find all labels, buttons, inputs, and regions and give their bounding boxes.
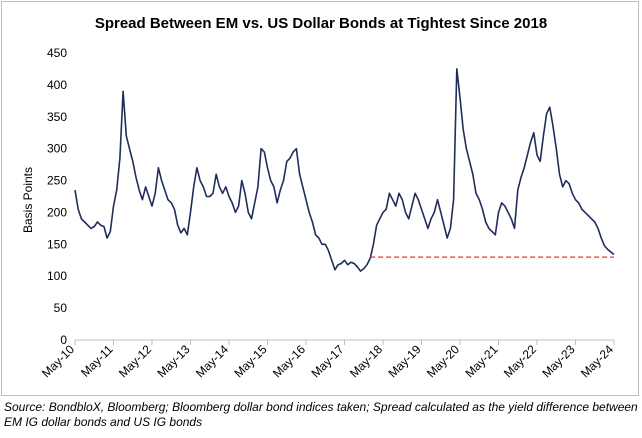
spread-series-line (74, 68, 615, 272)
y-tick-label: 50 (54, 301, 68, 315)
x-tick-label: May-15 (231, 342, 269, 380)
x-tick-label: May-16 (270, 342, 308, 380)
x-tick-label: May-13 (154, 342, 192, 380)
line-chart: Spread Between EM vs. US Dollar Bonds at… (21, 15, 616, 380)
x-tick-label: May-14 (193, 342, 231, 380)
y-tick-label: 0 (60, 333, 67, 347)
x-tick-label: May-24 (578, 342, 616, 380)
y-axis-label: Basis Points (21, 167, 35, 233)
y-tick-label: 450 (47, 46, 67, 60)
x-tick-label: May-10 (39, 342, 77, 380)
x-tick-label: May-17 (308, 342, 346, 380)
series-group (74, 68, 615, 272)
y-tick-label: 200 (47, 205, 67, 219)
y-tick-label: 300 (47, 142, 67, 156)
x-axis: May-10 May-11 May-12 May-13 May-14 May-15 May-… (39, 339, 616, 380)
y-tick-label: 350 (47, 110, 67, 124)
x-tick-label: May-23 (539, 342, 577, 380)
x-tick-label: May-19 (385, 342, 423, 380)
y-tick-label: 400 (47, 78, 67, 92)
y-tick-label: 250 (47, 174, 67, 188)
y-tick-label: 150 (47, 237, 67, 251)
y-tick-label: 100 (47, 269, 67, 283)
y-axis: 0 50 100 150 200 250 300 350 400 450 (47, 46, 67, 347)
source-note: Source: BondbloX, Bloomberg; Bloomberg d… (4, 400, 638, 429)
x-tick-label: May-20 (424, 342, 462, 380)
x-tick-label: May-21 (462, 342, 500, 380)
x-tick-label: May-22 (501, 342, 539, 380)
chart-title: Spread Between EM vs. US Dollar Bonds at… (95, 15, 547, 32)
chart-container: Spread Between EM vs. US Dollar Bonds at… (1, 1, 639, 396)
x-tick-label: May-18 (347, 342, 385, 380)
x-tick-label: May-12 (116, 342, 154, 380)
x-tick-label: May-11 (78, 342, 116, 380)
